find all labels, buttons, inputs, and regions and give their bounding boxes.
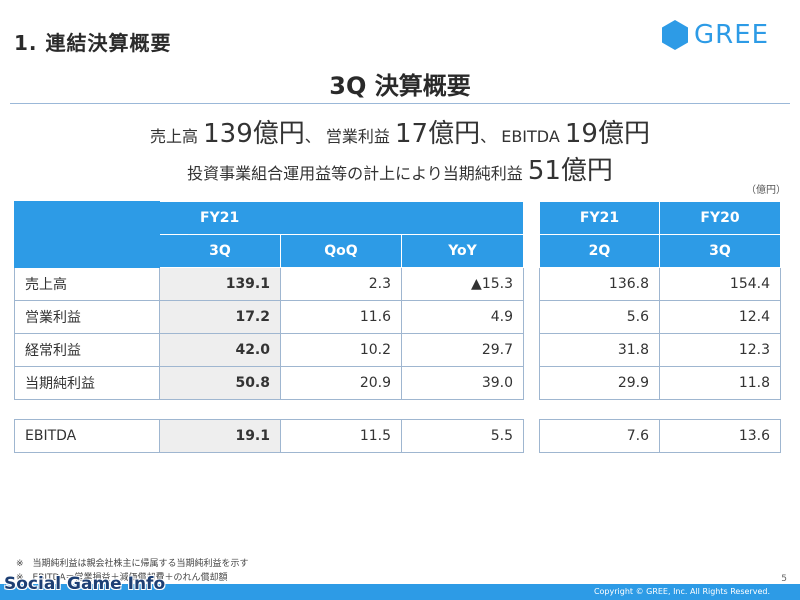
header-3q: 3Q <box>159 234 281 268</box>
row-label: 営業利益 <box>14 300 160 334</box>
header-period-fy21: FY21 <box>539 201 660 235</box>
cell-fy21-2q: 29.9 <box>539 366 660 400</box>
header-qoq: QoQ <box>280 234 402 268</box>
unit-note: （億円） <box>746 185 786 196</box>
cell-3q: 17.2 <box>159 300 281 334</box>
cell-qoq: 20.9 <box>280 366 402 400</box>
row-label: EBITDA <box>14 419 160 453</box>
table-row: 当期純利益 50.8 20.9 39.0 <box>14 366 524 400</box>
summary-value-net-income: 51億円 <box>527 156 613 186</box>
header-blank <box>14 201 160 268</box>
header-2q: 2Q <box>539 234 660 268</box>
cell-fy20-3q: 12.4 <box>659 300 781 334</box>
footnote: ※ EBITDA＝営業損益＋減価償却費＋のれん償却額 <box>16 573 228 583</box>
cell-qoq: 10.2 <box>280 333 402 367</box>
cell-fy21-2q: 7.6 <box>539 419 660 453</box>
watermark: Social Game Info <box>4 574 166 594</box>
page-number: 5 <box>781 574 787 584</box>
section-title: 1. 連結決算概要 <box>14 31 172 55</box>
table-row: 5.6 12.4 <box>539 300 781 334</box>
cell-fy20-3q: 11.8 <box>659 366 781 400</box>
table-row-ebitda: 7.6 13.6 <box>539 419 781 453</box>
table-row: 29.9 11.8 <box>539 366 781 400</box>
footnotes: ※ 当期純利益は親会社株主に帰属する当期純利益を示す ※ EBITDA＝営業損益… <box>16 557 249 585</box>
row-label: 当期純利益 <box>14 366 160 400</box>
summary-label-operating-profit: 営業利益 <box>325 127 390 146</box>
summary-separator: 、 <box>304 127 321 146</box>
summary-label-ebitda: EBITDA <box>501 127 560 146</box>
header-period-fy21: FY21 <box>159 201 524 235</box>
summary-line-1: 売上高 139億円、 営業利益 17億円、 EBITDA 19億円 <box>0 113 800 150</box>
header-3q: 3Q <box>659 234 781 268</box>
table-row: 31.8 12.3 <box>539 333 781 367</box>
summary-value-sales: 139億円 <box>203 119 305 149</box>
cell-fy21-2q: 136.8 <box>539 267 660 301</box>
title-divider <box>10 103 790 104</box>
table-row: 経常利益 42.0 10.2 29.7 <box>14 333 524 367</box>
header-yoy: YoY <box>401 234 524 268</box>
gree-logo: GREE <box>660 18 780 52</box>
cell-qoq: 2.3 <box>280 267 402 301</box>
table-row-ebitda: EBITDA 19.1 11.5 5.5 <box>14 419 524 453</box>
copyright: Copyright © GREE, Inc. All Rights Reserv… <box>593 587 770 596</box>
summary-value-operating-profit: 17億円 <box>395 119 481 149</box>
slide-title: 3Q 決算概要 <box>329 72 471 100</box>
cell-yoy: 4.9 <box>401 300 524 334</box>
footer-bar <box>0 584 800 600</box>
cell-fy20-3q: 13.6 <box>659 419 781 453</box>
header-period-fy20: FY20 <box>659 201 781 235</box>
table-row: 136.8 154.4 <box>539 267 781 301</box>
row-label: 経常利益 <box>14 333 160 367</box>
cell-fy21-2q: 31.8 <box>539 333 660 367</box>
summary-label-sales: 売上高 <box>150 127 199 146</box>
footnote: ※ 当期純利益は親会社株主に帰属する当期純利益を示す <box>16 559 249 569</box>
cell-qoq: 11.5 <box>280 419 402 453</box>
comparison-table: FY21 FY20 2Q 3Q 136.8 154.4 5.6 12.4 31.… <box>539 201 781 453</box>
cell-fy20-3q: 12.3 <box>659 333 781 367</box>
cell-yoy: 39.0 <box>401 366 524 400</box>
cell-3q: 139.1 <box>159 267 281 301</box>
cell-3q: 19.1 <box>159 419 281 453</box>
table-row: 営業利益 17.2 11.6 4.9 <box>14 300 524 334</box>
cell-qoq: 11.6 <box>280 300 402 334</box>
table-row: 売上高 139.1 2.3 ▲15.3 <box>14 267 524 301</box>
cell-fy21-2q: 5.6 <box>539 300 660 334</box>
hexagon-logo-icon <box>662 20 688 50</box>
cell-yoy: 29.7 <box>401 333 524 367</box>
cell-yoy: 5.5 <box>401 419 524 453</box>
summary-value-ebitda: 19億円 <box>564 119 650 149</box>
logo-text: GREE <box>694 20 770 50</box>
results-table-fy21: FY21 3Q QoQ YoY 売上高 139.1 2.3 ▲15.3 営業利益… <box>14 201 524 453</box>
summary-net-income-text: 投資事業組合運用益等の計上により当期純利益 <box>187 164 523 183</box>
summary-line-2: 投資事業組合運用益等の計上により当期純利益 51億円 <box>0 150 800 187</box>
row-label: 売上高 <box>14 267 160 301</box>
cell-3q: 42.0 <box>159 333 281 367</box>
summary-separator: 、 <box>480 127 497 146</box>
cell-fy20-3q: 154.4 <box>659 267 781 301</box>
cell-3q: 50.8 <box>159 366 281 400</box>
cell-yoy: ▲15.3 <box>401 267 524 301</box>
